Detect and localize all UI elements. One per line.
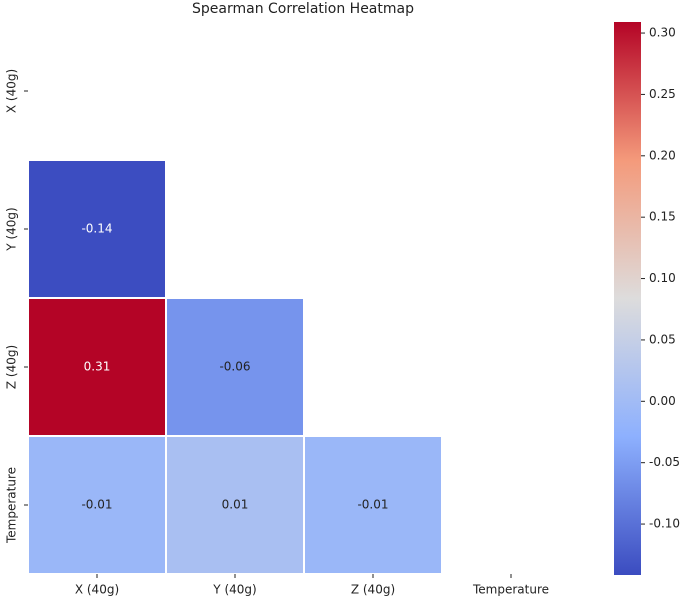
y-tick-label: Temperature [5,467,19,544]
cell-label: -0.01 [357,498,388,512]
y-tick-label: Z (40g) [5,345,19,389]
colorbar-tick-label: 0.30 [649,26,676,40]
x-tick-label: Y (40g) [212,583,256,597]
heatmap-cell [27,159,167,299]
colorbar-tick-label: 0.00 [649,394,676,408]
cell-label: 0.31 [84,360,111,374]
cell-label: -0.01 [81,498,112,512]
colorbar-tick-label: 0.15 [649,210,676,224]
colorbar-tick-label: 0.20 [649,148,676,162]
heatmap-cell [303,435,443,575]
heatmap-cell [165,297,305,437]
colorbar-tick-label: -0.05 [649,455,680,469]
heatmap-cell [27,435,167,575]
colorbar-tick-label: 0.25 [649,87,676,101]
x-tick-label: Z (40g) [351,583,395,597]
chart-title: Spearman Correlation Heatmap [192,1,414,17]
x-tick-label: X (40g) [75,583,119,597]
x-tick-label: Temperature [472,583,549,597]
heatmap-cell [27,297,167,437]
cell-label: -0.14 [81,222,112,236]
colorbar-tick-label: 0.10 [649,271,676,285]
colorbar [614,22,641,575]
colorbar-tick-label: -0.10 [649,517,680,531]
y-tick-label: X (40g) [5,69,19,113]
y-tick-label: Y (40g) [5,207,19,251]
colorbar-tick-label: 0.05 [649,332,676,346]
cell-label: -0.06 [219,360,250,374]
cell-label: 0.01 [222,498,249,512]
